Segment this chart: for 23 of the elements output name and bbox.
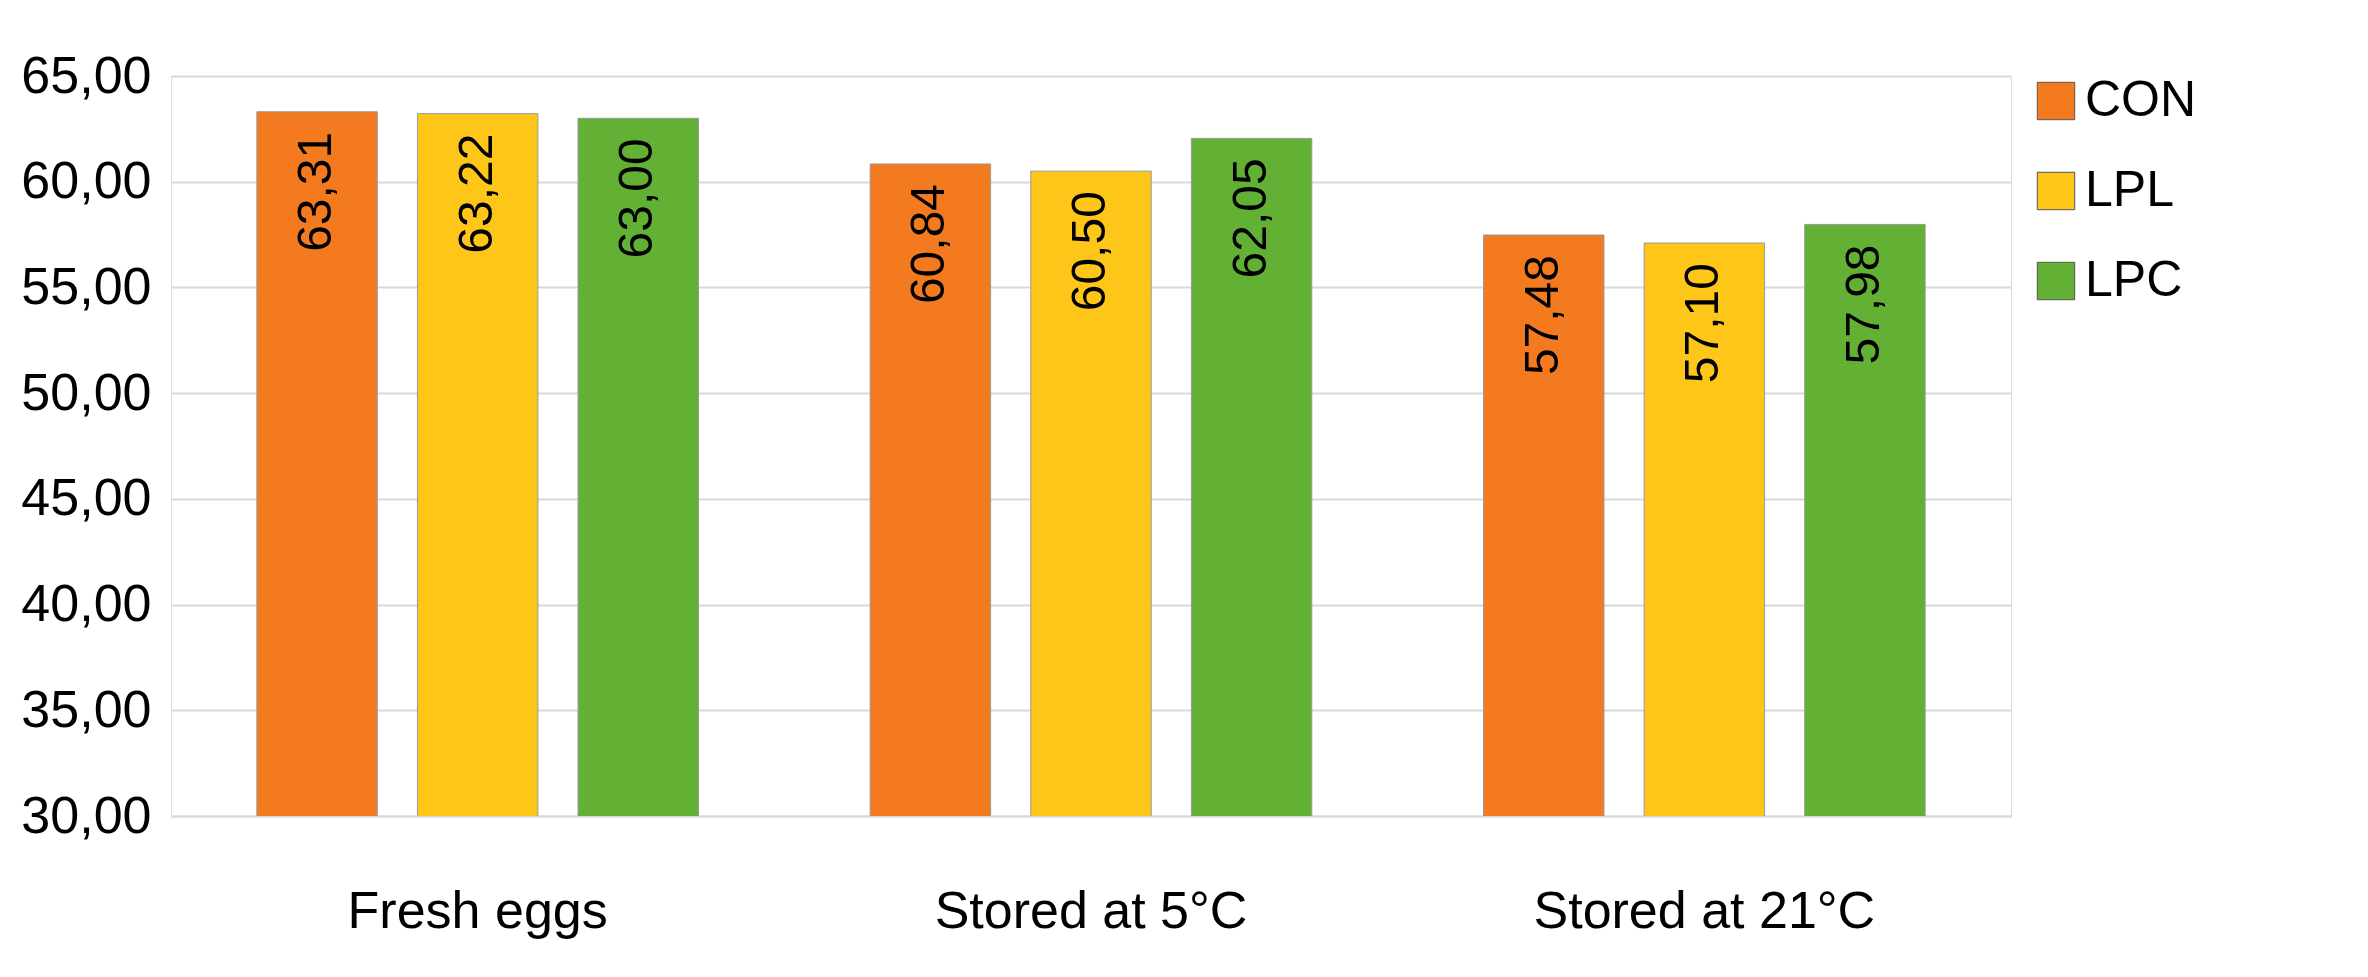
y-tick-label: 55,00 bbox=[21, 256, 152, 315]
legend-label: LPC bbox=[2085, 251, 2183, 307]
y-tick-label: 30,00 bbox=[21, 785, 152, 844]
y-tick-label: 35,00 bbox=[21, 679, 152, 738]
y-tick-label: 60,00 bbox=[21, 151, 152, 210]
x-tick-label: Fresh eggs bbox=[347, 880, 608, 939]
y-tick-label: 40,00 bbox=[21, 574, 152, 633]
data-label: 63,00 bbox=[609, 138, 663, 259]
data-label: 63,31 bbox=[288, 131, 342, 252]
x-tick-label: Stored at 21°C bbox=[1533, 880, 1876, 939]
legend-label: CON bbox=[2085, 71, 2197, 127]
y-tick-label: 65,00 bbox=[21, 45, 152, 104]
x-tick-label: Stored at 5°C bbox=[934, 880, 1248, 939]
data-label: 57,10 bbox=[1675, 263, 1729, 384]
data-label: 57,48 bbox=[1514, 254, 1568, 376]
y-tick-label: 50,00 bbox=[21, 362, 152, 421]
data-label: 63,22 bbox=[448, 133, 502, 254]
data-label: 60,84 bbox=[901, 183, 955, 305]
data-label: 62,05 bbox=[1222, 158, 1276, 279]
y-tick-label: 45,00 bbox=[21, 468, 152, 527]
data-label: 60,50 bbox=[1062, 191, 1115, 312]
data-label: 57,98 bbox=[1835, 244, 1889, 365]
legend-label: LPL bbox=[2085, 161, 2174, 217]
